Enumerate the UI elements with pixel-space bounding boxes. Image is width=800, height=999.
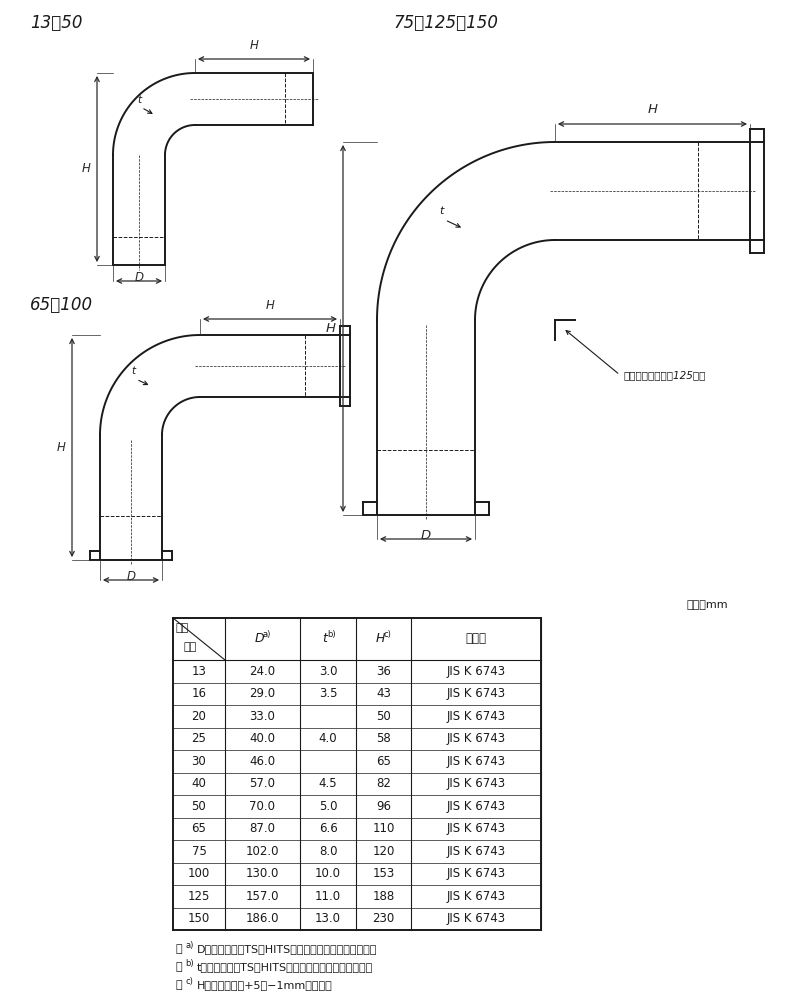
Text: 30: 30 — [192, 755, 206, 768]
Text: 188: 188 — [372, 890, 394, 903]
Text: 65: 65 — [376, 755, 391, 768]
Text: 11.0: 11.0 — [315, 890, 341, 903]
Text: b): b) — [328, 629, 336, 638]
Text: 87.0: 87.0 — [250, 822, 275, 835]
Text: 102.0: 102.0 — [246, 845, 279, 858]
Text: D: D — [134, 271, 143, 284]
Text: 150: 150 — [188, 912, 210, 925]
Text: JIS K 6743: JIS K 6743 — [446, 822, 506, 835]
Text: 4.0: 4.0 — [318, 732, 338, 745]
Text: t: t — [438, 206, 443, 216]
Text: 157.0: 157.0 — [246, 890, 279, 903]
Text: 120: 120 — [372, 845, 394, 858]
Text: t: t — [322, 632, 327, 645]
Text: 50: 50 — [376, 709, 391, 722]
Text: H: H — [250, 39, 258, 52]
Text: 75: 75 — [191, 845, 206, 858]
Text: 40: 40 — [191, 777, 206, 790]
Text: 記号: 記号 — [176, 623, 190, 633]
Text: JIS K 6743: JIS K 6743 — [446, 709, 506, 722]
Text: 65・100: 65・100 — [30, 296, 93, 314]
Text: 70.0: 70.0 — [250, 800, 275, 813]
Text: 46.0: 46.0 — [250, 755, 275, 768]
Text: 43: 43 — [376, 687, 391, 700]
Text: tの許容差は、TS・HITS継手受口共通寸法図による。: tの許容差は、TS・HITS継手受口共通寸法図による。 — [197, 962, 374, 972]
Text: 注: 注 — [175, 980, 182, 990]
Text: 注: 注 — [175, 962, 182, 972]
Text: H: H — [57, 441, 66, 454]
Text: JIS K 6743: JIS K 6743 — [446, 800, 506, 813]
Text: JIS K 6743: JIS K 6743 — [446, 867, 506, 880]
Text: c): c) — [383, 629, 391, 638]
Text: 57.0: 57.0 — [250, 777, 275, 790]
Text: 33.0: 33.0 — [250, 709, 275, 722]
Text: 6.6: 6.6 — [318, 822, 338, 835]
Text: 29.0: 29.0 — [250, 687, 275, 700]
Text: a): a) — [185, 941, 194, 950]
Text: 呂径: 呂径 — [183, 642, 196, 652]
Text: 3.0: 3.0 — [318, 664, 338, 677]
Text: 8.0: 8.0 — [318, 845, 338, 858]
Text: Hの許容差は、+5／−1mmとする。: Hの許容差は、+5／−1mmとする。 — [197, 980, 333, 990]
Text: 186.0: 186.0 — [246, 912, 279, 925]
Text: 82: 82 — [376, 777, 391, 790]
Text: 3.5: 3.5 — [318, 687, 338, 700]
Text: 96: 96 — [376, 800, 391, 813]
Text: D: D — [254, 632, 264, 645]
Text: 4.5: 4.5 — [318, 777, 338, 790]
Text: 13～50: 13～50 — [30, 14, 82, 32]
Text: 25: 25 — [191, 732, 206, 745]
Text: D: D — [126, 570, 135, 583]
Text: JIS K 6743: JIS K 6743 — [446, 732, 506, 745]
Text: 40.0: 40.0 — [250, 732, 275, 745]
Text: 50: 50 — [192, 800, 206, 813]
Text: JIS K 6743: JIS K 6743 — [446, 664, 506, 677]
Text: c): c) — [185, 977, 193, 986]
Text: H: H — [326, 322, 336, 335]
Text: t: t — [138, 95, 142, 106]
Text: H: H — [647, 103, 658, 116]
Text: H: H — [82, 163, 91, 176]
Text: 5.0: 5.0 — [318, 800, 338, 813]
Text: 36: 36 — [376, 664, 391, 677]
Text: H: H — [376, 632, 385, 645]
Text: 100: 100 — [188, 867, 210, 880]
Text: a): a) — [262, 629, 270, 638]
Text: JIS K 6743: JIS K 6743 — [446, 755, 506, 768]
Text: 125: 125 — [188, 890, 210, 903]
Text: D: D — [421, 529, 431, 542]
Text: 単位：mm: 単位：mm — [686, 600, 728, 610]
Text: JIS K 6743: JIS K 6743 — [446, 912, 506, 925]
Text: 13: 13 — [191, 664, 206, 677]
Text: 65: 65 — [191, 822, 206, 835]
Text: JIS K 6743: JIS K 6743 — [446, 845, 506, 858]
Text: 規　格: 規 格 — [466, 632, 486, 645]
Text: JIS K 6743: JIS K 6743 — [446, 687, 506, 700]
Text: Dの許容差は、TS・HITS継手受口共通寸法図による。: Dの許容差は、TS・HITS継手受口共通寸法図による。 — [197, 944, 378, 954]
Text: 153: 153 — [372, 867, 394, 880]
Text: 20: 20 — [191, 709, 206, 722]
Text: 16: 16 — [191, 687, 206, 700]
Text: 10.0: 10.0 — [315, 867, 341, 880]
Text: JIS K 6743: JIS K 6743 — [446, 890, 506, 903]
Text: 230: 230 — [372, 912, 394, 925]
Text: H: H — [266, 299, 274, 312]
Text: 75・125・150: 75・125・150 — [393, 14, 498, 32]
Text: 58: 58 — [376, 732, 391, 745]
Text: 注: 注 — [175, 944, 182, 954]
Text: コーナーリブは、125のみ: コーナーリブは、125のみ — [623, 370, 706, 380]
Text: 110: 110 — [372, 822, 394, 835]
Text: t: t — [131, 367, 135, 377]
Text: b): b) — [185, 959, 194, 968]
Text: 130.0: 130.0 — [246, 867, 279, 880]
Text: JIS K 6743: JIS K 6743 — [446, 777, 506, 790]
Text: 24.0: 24.0 — [250, 664, 275, 677]
Text: 13.0: 13.0 — [315, 912, 341, 925]
